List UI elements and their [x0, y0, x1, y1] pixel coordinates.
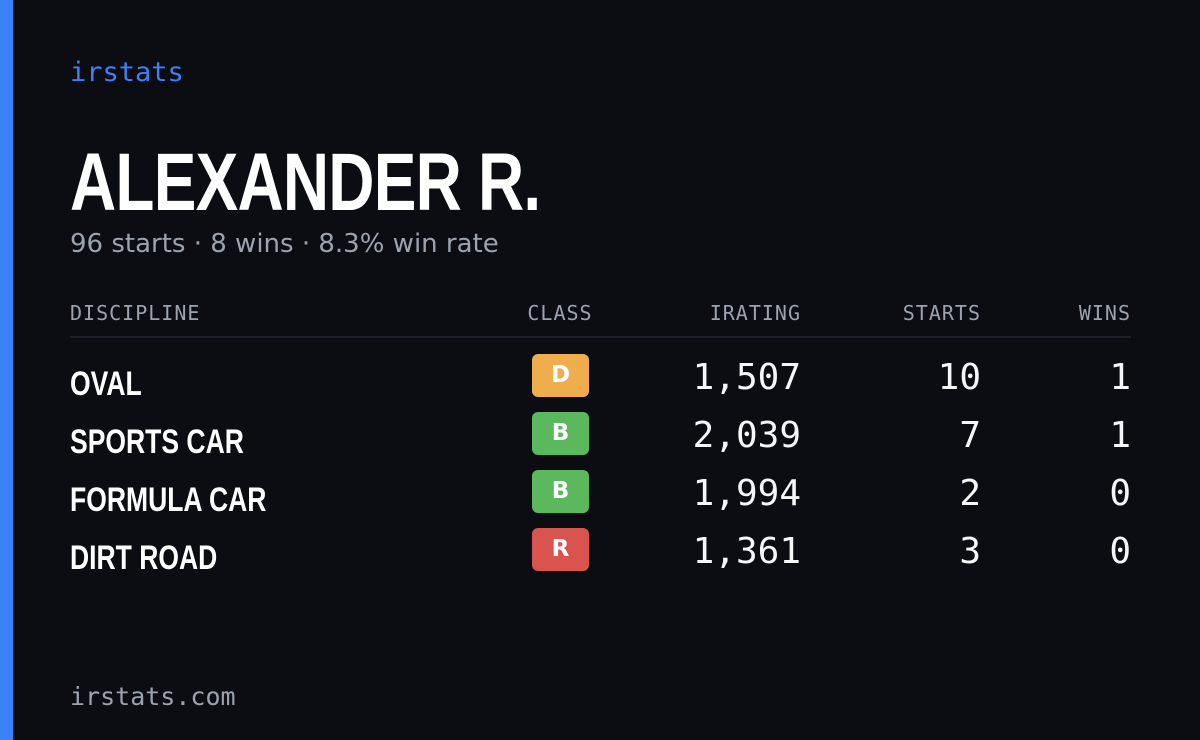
driver-summary: 96 starts · 8 wins · 8.3% win rate	[70, 229, 499, 259]
table-row: SPORTS CAR B 2,039 7 1	[70, 412, 1131, 470]
irating-cell: 1,994	[692, 473, 801, 514]
discipline-cell: OVAL	[70, 365, 142, 403]
wins-cell: 1	[1109, 357, 1131, 398]
header-wins: WINS	[1078, 301, 1131, 325]
table-row: OVAL D 1,507 10 1	[70, 354, 1131, 412]
starts-cell: 2	[959, 473, 981, 514]
table-body: OVAL D 1,507 10 1 SPORTS CAR B 2,039 7 1…	[70, 354, 1131, 586]
header-irating: IRATING	[709, 301, 801, 325]
class-badge: B	[532, 470, 589, 513]
class-badge: D	[532, 354, 589, 397]
class-badge: B	[532, 412, 589, 455]
table-header: DISCIPLINE CLASS IRATING STARTS WINS	[70, 296, 1131, 338]
header-starts: STARTS	[902, 301, 981, 325]
wins-cell: 0	[1109, 531, 1131, 572]
wins-cell: 1	[1109, 415, 1131, 456]
irating-cell: 1,361	[692, 531, 801, 572]
irating-cell: 2,039	[692, 415, 801, 456]
discipline-cell: FORMULA CAR	[70, 481, 267, 519]
irating-cell: 1,507	[692, 357, 801, 398]
brand-logo: irstats	[70, 57, 184, 88]
starts-cell: 10	[937, 357, 981, 398]
starts-cell: 3	[959, 531, 981, 572]
wins-cell: 0	[1109, 473, 1131, 514]
discipline-cell: SPORTS CAR	[70, 423, 244, 461]
footer-url: irstats.com	[70, 682, 236, 711]
class-badge: R	[532, 528, 589, 571]
table-row: DIRT ROAD R 1,361 3 0	[70, 528, 1131, 586]
discipline-cell: DIRT ROAD	[70, 539, 218, 577]
accent-bar	[0, 0, 13, 740]
driver-name: ALEXANDER R.	[70, 137, 541, 228]
header-discipline: DISCIPLINE	[70, 301, 201, 325]
table-row: FORMULA CAR B 1,994 2 0	[70, 470, 1131, 528]
header-class: CLASS	[527, 301, 593, 325]
starts-cell: 7	[959, 415, 981, 456]
stats-table: DISCIPLINE CLASS IRATING STARTS WINS OVA…	[70, 296, 1131, 586]
